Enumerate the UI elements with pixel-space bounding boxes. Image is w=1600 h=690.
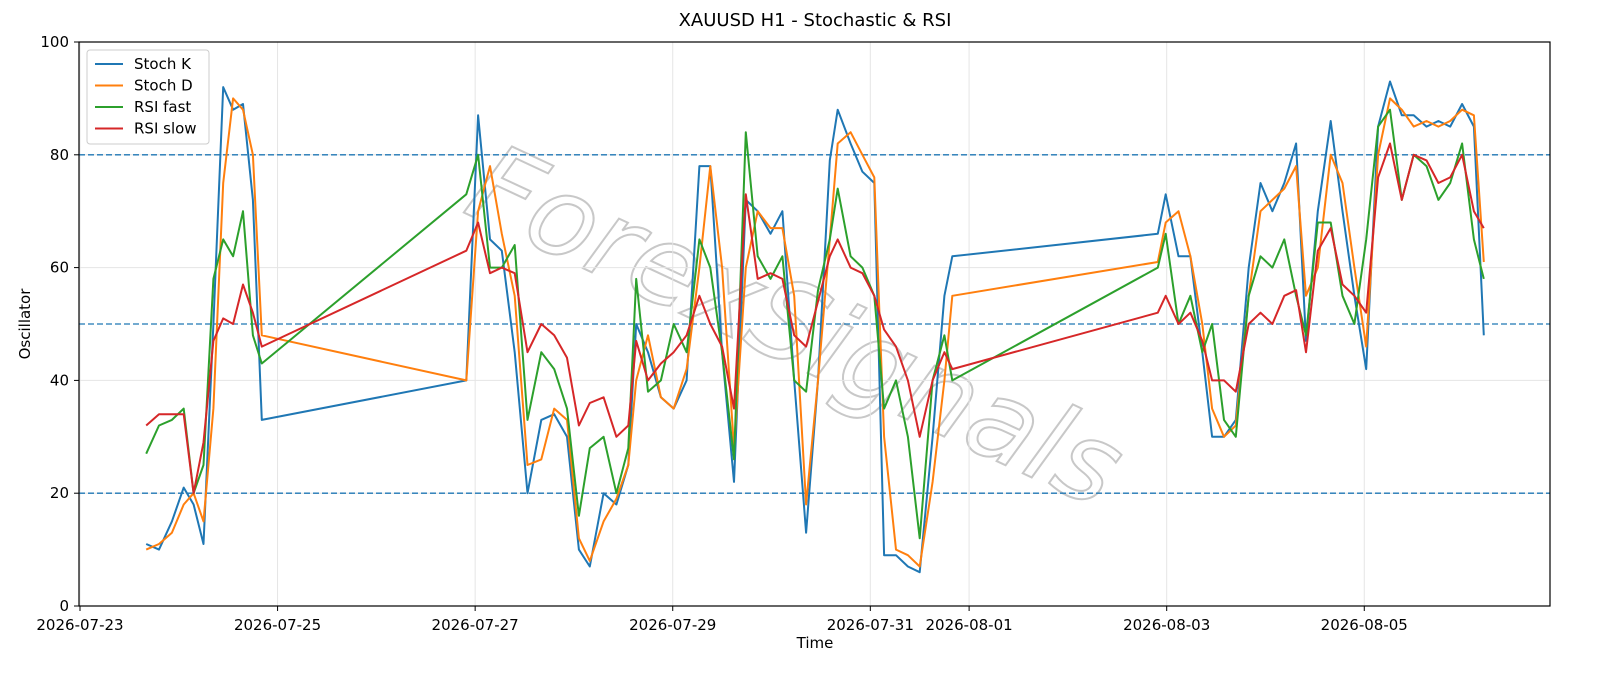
- chart-title: XAUUSD H1 - Stochastic & RSI: [679, 10, 952, 31]
- y-tick-label: 60: [50, 259, 69, 277]
- plot-frame: [78, 41, 1551, 607]
- x-tick-label: 2026-07-23: [36, 616, 123, 634]
- legend-box: [86, 49, 210, 145]
- y-axis-label: Oscillator: [16, 288, 34, 360]
- x-axis-label: Time: [796, 634, 834, 652]
- y-tick-label: 40: [50, 371, 69, 389]
- series-line: [145, 97, 1485, 568]
- y-tick-label: 0: [59, 597, 69, 615]
- legend-label: Stoch D: [134, 77, 193, 95]
- y-tick-label: 20: [50, 484, 69, 502]
- legend-label: RSI slow: [134, 120, 197, 138]
- x-tick-label: 2026-07-29: [629, 616, 716, 634]
- x-tick-label: 2026-08-03: [1123, 616, 1210, 634]
- x-tick-label: 2026-08-01: [926, 616, 1013, 634]
- x-tick-label: 2026-08-05: [1321, 616, 1408, 634]
- y-tick-label: 80: [50, 146, 69, 164]
- x-tick-label: 2026-07-27: [432, 616, 519, 634]
- x-tick-label: 2026-07-31: [827, 616, 914, 634]
- legend-label: Stoch K: [134, 55, 192, 73]
- series-line: [145, 142, 1485, 495]
- legend-label: RSI fast: [134, 98, 191, 116]
- y-tick-label: 100: [40, 33, 69, 51]
- x-tick-label: 2026-07-25: [234, 616, 321, 634]
- series-line: [145, 108, 1485, 540]
